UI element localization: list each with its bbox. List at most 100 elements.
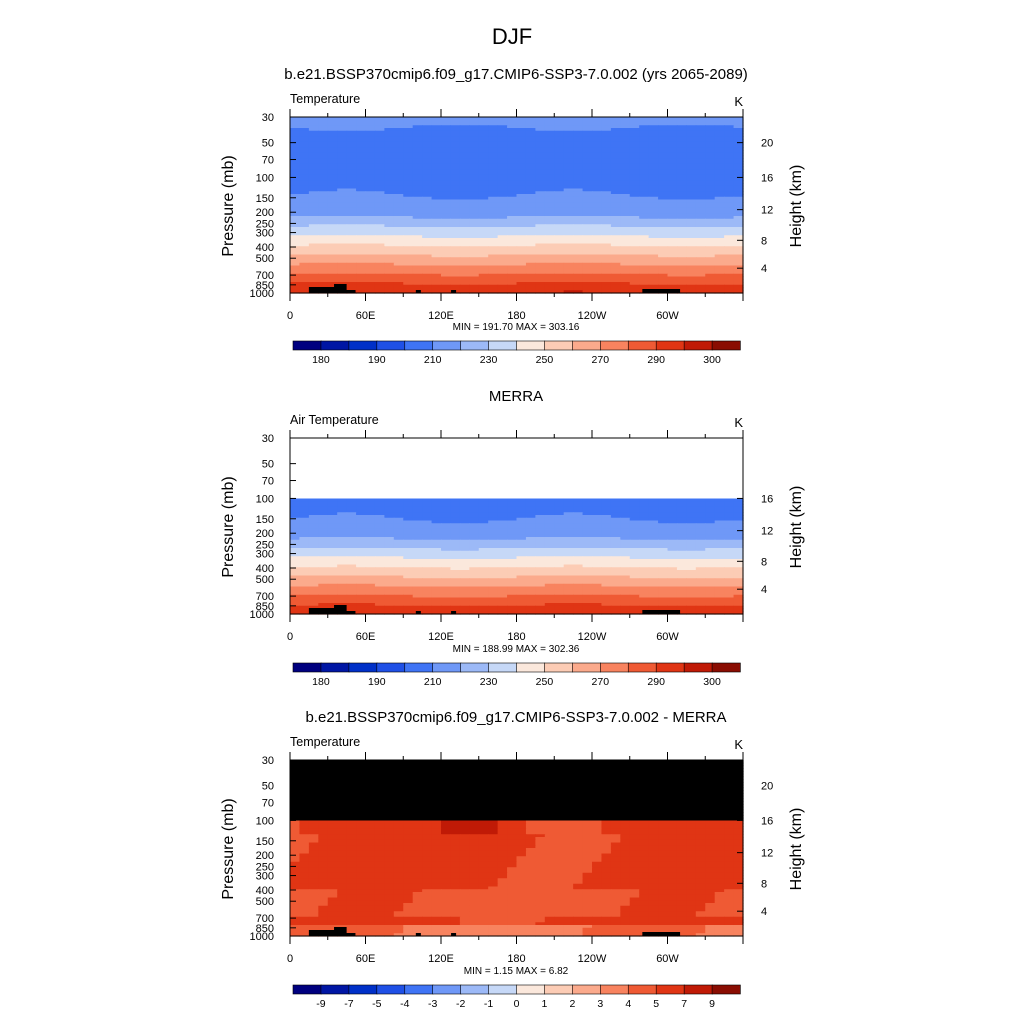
field-cell [544,451,555,456]
field-cell [327,498,338,502]
field-cell [337,130,348,135]
field-cell [488,257,499,261]
field-cell [507,224,518,228]
field-cell [620,498,631,502]
field-cell [648,227,659,231]
field-cell [544,531,555,535]
field-cell [365,249,376,253]
field-cell [714,202,725,206]
field-cell [478,490,489,494]
field-cell [525,484,536,489]
field-cell [497,196,508,201]
field-cell [639,504,650,508]
field-cell [610,482,621,486]
field-cell [478,205,489,209]
field-cell [318,246,329,250]
field-cell [507,265,518,269]
field-cell [497,457,508,461]
field-cell [450,490,461,494]
field-cell [469,490,480,494]
field-cell [629,504,640,508]
field-cell [573,221,584,225]
field-cell [403,202,414,206]
field-cell [724,150,735,154]
field-cell [337,482,348,486]
field-cell [403,482,414,486]
field-cell [384,490,395,494]
field-cell [705,139,716,143]
field-cell [365,207,376,212]
field-cell [592,199,603,203]
field-cell [563,191,574,195]
field-cell [582,147,593,151]
field-cell [610,517,621,522]
field-cell [658,279,669,283]
field-cell [610,158,621,162]
field-cell [535,276,546,280]
field-cell [422,155,433,159]
field-cell [554,136,565,140]
field-cell [563,465,574,469]
field-cell [450,509,461,513]
field-cell [393,202,404,206]
field-cell [667,451,678,456]
field-cell [469,520,480,524]
field-cell [658,268,669,272]
field-cell [695,526,706,530]
field-cell [535,128,546,132]
field-cell [658,260,669,264]
field-cell [507,229,518,234]
field-cell [441,125,452,129]
field-cell [554,229,565,234]
field-cell [488,238,499,242]
field-cell [648,531,659,535]
field-cell [525,172,536,176]
field-cell [412,284,423,289]
field-cell [648,457,659,461]
field-cell [667,158,678,162]
field-cell [318,216,329,220]
field-cell [374,440,385,445]
field-cell [459,196,470,201]
field-cell [469,130,480,135]
field-cell [535,260,546,264]
field-cell [554,224,565,228]
field-cell [724,191,735,195]
field-cell [601,279,612,283]
field-cell [573,130,584,135]
field-cell [507,194,518,198]
field-cell [695,150,706,154]
field-cell [592,246,603,250]
field-cell [724,257,735,261]
field-cell [648,262,659,267]
field-cell [459,495,470,500]
field-cell [695,454,706,458]
field-cell [695,130,706,135]
field-cell [714,163,725,168]
field-cell [705,451,716,456]
field-cell [525,174,536,179]
field-cell [516,268,527,272]
field-cell [544,515,555,519]
field-cell [497,454,508,458]
field-cell [497,185,508,190]
field-cell [592,528,603,533]
field-cell [290,169,301,173]
field-cell [346,169,357,173]
field-cell [497,268,508,272]
field-cell [658,232,669,236]
field-cell [308,520,319,524]
field-cell [346,141,357,146]
field-cell [393,534,404,538]
field-cell [676,119,687,124]
field-cell [441,224,452,228]
field-cell [507,218,518,223]
field-cell [365,526,376,530]
field-cell [365,539,376,544]
field-cell [676,235,687,239]
field-cell [648,479,659,483]
field-cell [299,471,310,475]
field-cell [356,493,367,497]
field-cell [658,443,669,447]
field-cell [535,515,546,519]
